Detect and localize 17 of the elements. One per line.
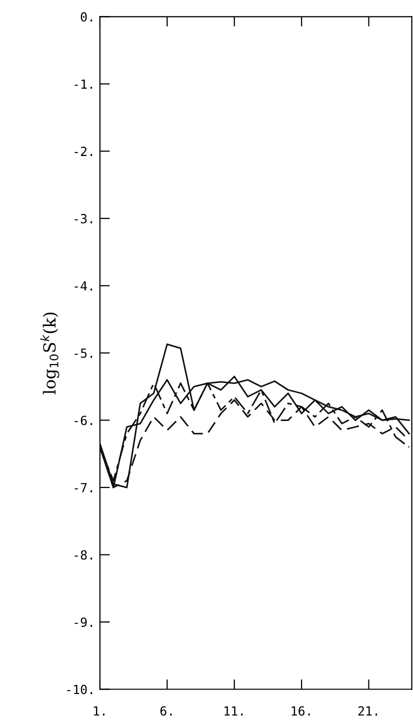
y-tick-label: -6. — [74, 416, 92, 426]
x-tick-label: 6. — [160, 706, 172, 716]
y-tick-label: -7. — [74, 483, 92, 492]
x-tick-label: 1. — [94, 706, 104, 716]
y-tick-label: -2. — [74, 146, 92, 156]
y-tick-label: -1. — [74, 80, 92, 89]
y-tick-label: -8. — [74, 550, 92, 560]
y-tick-label: -10. — [67, 684, 92, 694]
x-tick-label: 16. — [292, 706, 310, 716]
y-tick-label: -4. — [74, 281, 92, 290]
x-tick-label: 11. — [224, 706, 243, 716]
y-tick-label: -5. — [74, 348, 92, 358]
y-axis-title: log$_{10}$S$^{k}$(k) — [40, 312, 60, 394]
y-tick-label: -9. — [74, 617, 92, 627]
x-tick-label: 21. — [358, 706, 378, 716]
y-tick-label: 0. — [80, 12, 92, 22]
y-tick-label: -3. — [74, 214, 92, 224]
